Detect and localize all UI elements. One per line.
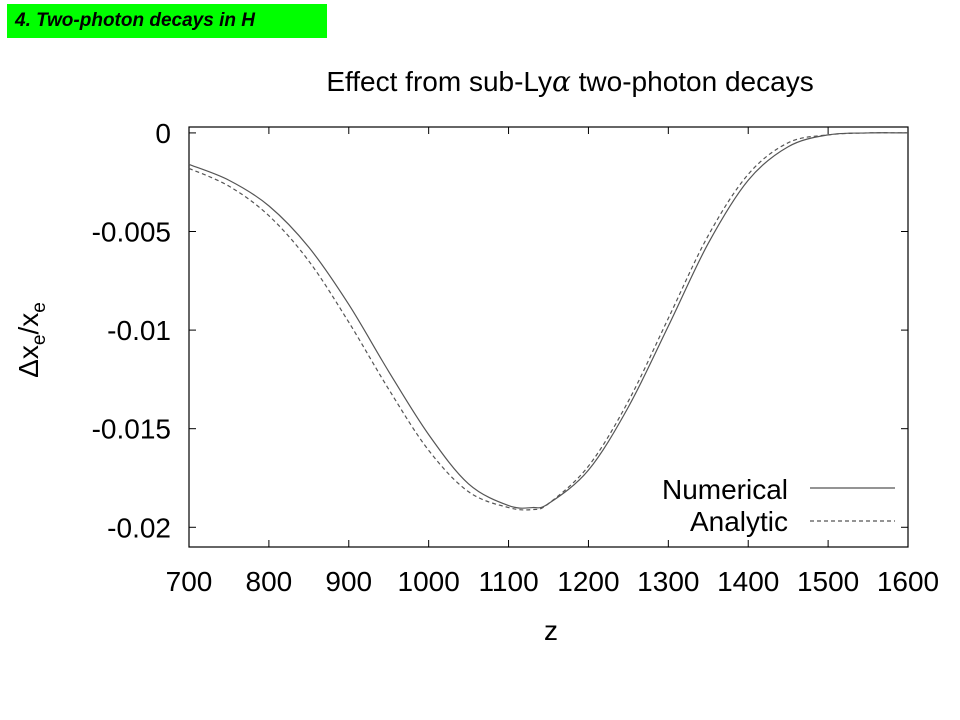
- x-tick-label: 1300: [637, 566, 699, 597]
- plot-frame: [188, 126, 909, 548]
- legend: Numerical Analytic: [662, 474, 895, 537]
- x-axis-label: z: [544, 615, 558, 646]
- x-axis-ticks: [188, 127, 909, 547]
- x-tick-label: 1500: [797, 566, 859, 597]
- series-line-numerical: [188, 132, 909, 509]
- x-tick-label: 1100: [478, 566, 538, 597]
- series-line-analytic: [188, 132, 909, 511]
- legend-label-numerical: Numerical: [662, 474, 788, 505]
- y-tick-label: 0: [155, 118, 171, 149]
- ylabel-delta: Δ: [13, 359, 44, 378]
- y-axis-label: Δxe/xe: [13, 302, 50, 378]
- x-tick-label: 1400: [717, 566, 779, 597]
- legend-label-analytic: Analytic: [690, 506, 788, 537]
- y-tick-label: -0.015: [92, 414, 171, 445]
- title-prefix: Effect from sub-Ly: [326, 66, 552, 97]
- section-tag: 4. Two-photon decays in H: [7, 4, 327, 38]
- ylabel-x2: x: [13, 313, 44, 327]
- title-suffix: two-photon decays: [571, 66, 814, 97]
- x-tick-label: 900: [325, 566, 372, 597]
- y-axis-ticks: [189, 132, 908, 528]
- title-alpha-symbol: α: [552, 65, 571, 98]
- x-tick-label: 1000: [398, 566, 460, 597]
- x-tick-label: 700: [166, 566, 213, 597]
- series-layer: [188, 132, 909, 511]
- chart-title: Effect from sub-Lyα two-photon decays: [326, 65, 813, 98]
- y-tick-label: -0.005: [92, 217, 171, 248]
- ylabel-sub2: e: [29, 302, 50, 313]
- ylabel-sub1: e: [29, 335, 50, 346]
- y-tick-label: -0.01: [107, 315, 171, 346]
- y-tick-label: -0.02: [107, 512, 171, 543]
- y-axis-tick-labels: 0 -0.005 -0.01 -0.015 -0.02: [92, 118, 171, 543]
- ylabel-x1: x: [13, 345, 44, 359]
- x-axis-tick-labels: 700 800 900 1000 1100 1200 1300 1400 1500 1600: [166, 566, 940, 597]
- x-tick-label: 800: [246, 566, 293, 597]
- svg-text:Δxe/xe: Δxe/xe: [13, 302, 50, 378]
- x-tick-label: 1600: [877, 566, 939, 597]
- ylabel-slash: /: [13, 327, 44, 335]
- x-tick-label: 1200: [557, 566, 619, 597]
